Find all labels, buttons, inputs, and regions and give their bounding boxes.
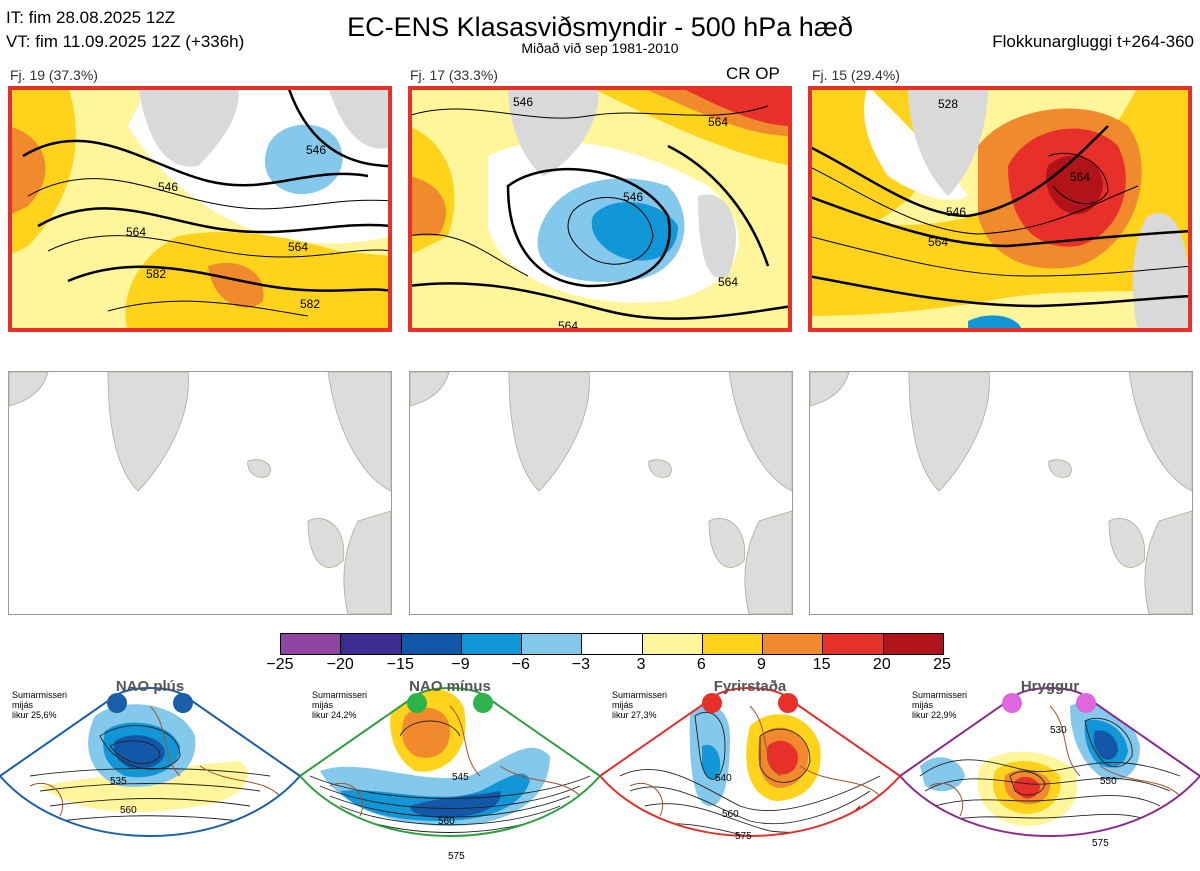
contour-label: 582 <box>146 267 166 281</box>
regime-name: NAO plús <box>115 678 185 695</box>
regime-note: Sumarmisseri mijás likur 27,3% <box>612 690 668 720</box>
colorbar-segment <box>341 634 402 654</box>
colorbar-segment <box>883 634 943 654</box>
colorbar-tick-label: −3 <box>571 656 591 673</box>
colorbar-tick-label: −6 <box>511 656 530 673</box>
anomaly-colorbar <box>280 633 944 655</box>
valid-time: VT: fim 11.09.2025 12Z (+336h) <box>6 32 245 51</box>
contour-label: 560 <box>438 816 455 827</box>
colorbar-tick-label: 20 <box>872 656 891 673</box>
blank-map-1[interactable] <box>8 371 392 615</box>
page-title: EC-ENS Klasasviðsmyndir - 500 hPa hæð <box>347 12 853 42</box>
colorbar-tick-label: 9 <box>757 656 766 673</box>
regime-nao-minus[interactable]: 545 560 575 NAO mínus Sumarmisseri mijás l… <box>300 676 600 871</box>
contour-label: 546 <box>946 205 966 219</box>
contour-label: 540 <box>715 773 732 784</box>
colorbar-segment <box>281 634 342 654</box>
contour-label: 560 <box>722 809 739 820</box>
contour-label: 575 <box>735 831 752 842</box>
colorbar-segment <box>642 634 703 654</box>
regime-ridge[interactable]: 530 550 575 Hryggur Sumarmisseri mijás lik… <box>900 676 1200 871</box>
colorbar-tick-label: −15 <box>386 656 414 673</box>
colorbar-tick-labels: −25 −20 −15 −9 −6 −3 3 6 9 15 20 25 <box>266 656 956 676</box>
regime-nao-plus[interactable]: 535 560 NAO plús Sumarmisseri mijás likur … <box>0 676 300 871</box>
contour-label: 546 <box>306 143 326 157</box>
colorbar-segment <box>522 634 583 654</box>
contour-label: 564 <box>1070 170 1090 184</box>
colorbar-tick-label: −25 <box>266 656 294 673</box>
contour-label: 546 <box>158 180 178 194</box>
colorbar-segment <box>823 634 884 654</box>
contour-label: 550 <box>1100 776 1117 787</box>
contour-label: 530 <box>1050 725 1067 736</box>
contour-label: 564 <box>288 240 308 254</box>
blank-map-2[interactable] <box>409 371 793 615</box>
cluster-3-map[interactable]: 546 564 564 528 <box>808 86 1192 332</box>
cluster-1-map[interactable]: 546 564 564 582 582 546 <box>8 86 392 332</box>
regime-note: Sumarmisseri mijás likur 24,2% <box>312 690 368 720</box>
regime-name: Hryggur <box>1020 678 1080 695</box>
colorbar-segment <box>702 634 764 654</box>
contour-label: 564 <box>708 115 728 129</box>
regime-name: NAO mínus <box>409 678 491 695</box>
colorbar-tick-label: 15 <box>812 656 831 673</box>
contour-label: 545 <box>452 772 469 783</box>
colorbar-tick-label: 25 <box>933 656 951 673</box>
colorbar-tick-label: −9 <box>451 656 470 673</box>
regime-name: Fyrirstaða <box>713 678 787 695</box>
colorbar-tick-label: 6 <box>696 656 706 673</box>
cluster-2-label: Fj. 17 (33.3%) <box>410 67 498 83</box>
cluster-2-tag: CR OP <box>726 64 780 83</box>
colorbar-segment <box>763 634 824 654</box>
initial-time: IT: fim 28.08.2025 12Z <box>6 8 176 27</box>
classification-window: Flokkunargluggi t+264-360 <box>992 32 1194 51</box>
regime-note: Sumarmisseri mijás likur 25,6% <box>12 690 68 720</box>
contour-label: 535 <box>110 776 127 787</box>
colorbar-tick-label: −20 <box>326 656 354 673</box>
cluster-1-label: Fj. 19 (37.3%) <box>10 67 98 83</box>
colorbar-tick-label: 3 <box>636 656 646 673</box>
contour-label: 560 <box>120 805 137 816</box>
colorbar-segment <box>401 634 462 654</box>
contour-label: 582 <box>300 297 320 311</box>
colorbar-segment <box>461 634 523 654</box>
contour-label: 546 <box>513 95 533 109</box>
cluster-3-label: Fj. 15 (29.4%) <box>812 67 900 83</box>
contour-label: 575 <box>1092 838 1109 849</box>
contour-label: 528 <box>938 97 958 111</box>
contour-label: 564 <box>126 225 146 239</box>
contour-label: 575 <box>448 851 465 862</box>
header-times: IT: fim 28.08.2025 12Z VT: fim 11.09.202… <box>6 6 244 54</box>
contour-label: 546 <box>623 190 643 204</box>
cluster-2-map[interactable]: 546 564 564 564 546 <box>408 86 792 332</box>
regime-note: Sumarmisseri mijás likur 22,9% <box>912 690 968 720</box>
contour-label: 564 <box>718 275 738 289</box>
blank-map-3[interactable] <box>809 371 1193 615</box>
colorbar-segment <box>582 634 643 654</box>
contour-label: 564 <box>928 235 948 249</box>
regime-blocking[interactable]: 540 560 575 Fyrirstaða Sumarmisseri mijás… <box>600 676 900 871</box>
page-subtitle: Miðað við sep 1981-2010 <box>521 40 679 56</box>
